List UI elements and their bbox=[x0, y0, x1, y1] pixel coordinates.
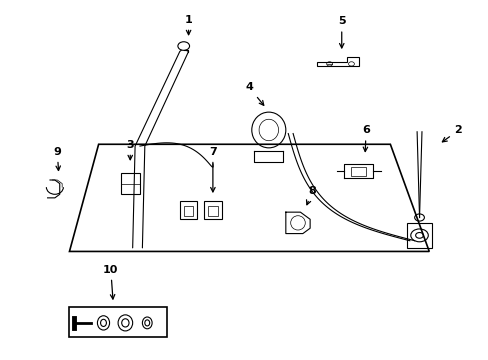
Text: 6: 6 bbox=[362, 125, 369, 152]
Bar bbox=[203, 202, 221, 219]
Bar bbox=[207, 206, 217, 216]
Text: 1: 1 bbox=[184, 15, 192, 35]
Text: 2: 2 bbox=[442, 125, 461, 142]
Bar bbox=[183, 206, 193, 216]
Bar bbox=[120, 173, 140, 194]
Text: 5: 5 bbox=[337, 17, 345, 48]
Bar bbox=[69, 307, 166, 337]
Bar bbox=[351, 167, 366, 176]
Text: 3: 3 bbox=[126, 140, 134, 160]
Bar bbox=[180, 202, 197, 219]
Text: 9: 9 bbox=[53, 147, 61, 171]
Text: 8: 8 bbox=[306, 186, 316, 205]
Bar bbox=[407, 223, 431, 248]
Text: 4: 4 bbox=[245, 82, 263, 105]
Text: 7: 7 bbox=[208, 147, 216, 192]
Text: 10: 10 bbox=[103, 265, 118, 299]
